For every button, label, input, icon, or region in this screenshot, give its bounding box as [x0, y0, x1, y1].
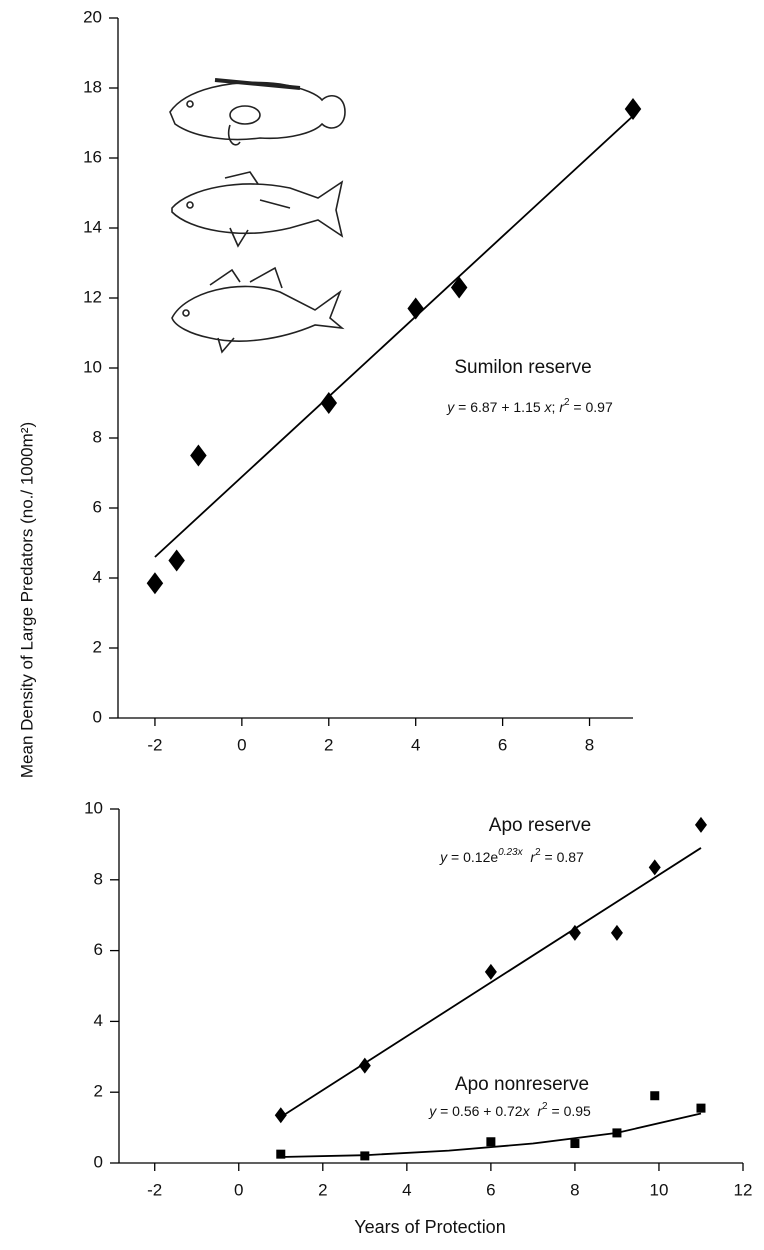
equation-part: ; — [552, 399, 560, 415]
equation-part: y — [439, 849, 448, 865]
point — [624, 98, 642, 120]
y-tick-label: 8 — [94, 869, 103, 888]
point — [648, 859, 661, 876]
point — [274, 1107, 287, 1124]
point — [610, 924, 623, 941]
y-tick-label: 14 — [83, 217, 102, 236]
point — [694, 816, 707, 833]
fit-line — [154, 115, 634, 558]
y-tick-label: 8 — [93, 427, 102, 446]
x-tick-label: 2 — [324, 735, 333, 754]
equation-part: = 0.56 + 0.72 — [436, 1103, 523, 1119]
annotation: Sumilon reserve — [454, 357, 591, 378]
equation-part: 2 — [542, 1101, 548, 1112]
x-axis-label: Years of Protection — [354, 1217, 505, 1237]
y-tick-label: 2 — [94, 1082, 103, 1101]
equation-part: = 0.87 — [541, 849, 584, 865]
equation-part: = 0.12e — [447, 849, 498, 865]
equation-part: y — [446, 399, 455, 415]
point — [486, 1137, 496, 1147]
x-tick-label: 4 — [411, 735, 420, 754]
x-tick-label: 12 — [734, 1180, 753, 1199]
x-tick-label: 10 — [649, 1180, 668, 1199]
point — [650, 1091, 660, 1101]
equation-part: y — [428, 1103, 437, 1119]
equation-part: r — [530, 1103, 544, 1119]
point — [570, 1139, 580, 1149]
equation-part: x — [544, 399, 553, 415]
x-tick-label: 0 — [234, 1180, 243, 1199]
x-tick-label: 8 — [570, 1180, 579, 1199]
y-tick-label: 6 — [94, 940, 103, 959]
y-tick-label: 10 — [83, 357, 102, 376]
equation-part: x — [522, 1103, 531, 1119]
equation-part: = 0.97 — [570, 399, 613, 415]
y-tick-label: 10 — [84, 798, 103, 817]
point — [484, 963, 497, 980]
equation-part: 0.23x — [498, 847, 523, 858]
point — [568, 924, 581, 941]
y-tick-label: 0 — [94, 1152, 103, 1171]
equation-part: = 6.87 + 1.15 — [454, 399, 544, 415]
equation-part: 2 — [535, 847, 541, 858]
annotation: Apo reserve — [489, 815, 591, 836]
x-tick-label: 0 — [237, 735, 246, 754]
point — [146, 572, 164, 595]
y-tick-label: 16 — [83, 147, 102, 166]
point — [168, 549, 185, 572]
x-tick-label: 6 — [498, 735, 507, 754]
equation: y = 0.12e0.23x r2 = 0.87 — [439, 847, 584, 865]
equation-part: 2 — [564, 397, 570, 408]
y-tick-label: 4 — [94, 1011, 103, 1030]
equation: y = 6.87 + 1.15 x; r2 = 0.97 — [446, 397, 613, 415]
x-tick-label: -2 — [147, 1180, 162, 1199]
x-tick-label: 2 — [318, 1180, 327, 1199]
point — [450, 276, 468, 299]
fit-line — [280, 847, 702, 1118]
y-axis-label: Mean Density of Large Predators (no./ 10… — [17, 422, 36, 778]
annotation: Apo nonreserve — [455, 1074, 589, 1095]
y-tick-label: 0 — [93, 707, 102, 726]
x-tick-label: 4 — [402, 1180, 411, 1199]
y-tick-label: 12 — [83, 287, 102, 306]
fish-icons — [169, 78, 346, 354]
x-tick-label: -2 — [147, 735, 162, 754]
x-tick-label: 6 — [486, 1180, 495, 1199]
equation-part: r — [523, 849, 537, 865]
equation-part: = 0.95 — [548, 1103, 591, 1119]
y-tick-label: 18 — [83, 77, 102, 96]
y-tick-label: 2 — [93, 637, 102, 656]
y-tick-label: 20 — [83, 7, 102, 26]
point — [320, 392, 338, 414]
point — [276, 1149, 286, 1159]
point — [407, 297, 424, 320]
y-tick-label: 4 — [93, 567, 102, 586]
equation: y = 0.56 + 0.72x r2 = 0.95 — [428, 1101, 591, 1119]
point — [696, 1103, 706, 1113]
fit-line — [280, 1112, 702, 1158]
y-tick-label: 6 — [93, 497, 102, 516]
x-tick-label: 8 — [585, 735, 594, 754]
equation-part: r — [559, 399, 565, 415]
point — [190, 444, 207, 467]
